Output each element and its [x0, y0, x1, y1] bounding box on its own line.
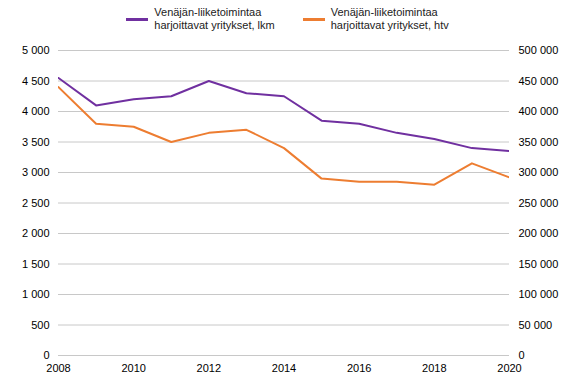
svg-text:450 000: 450 000 — [519, 75, 559, 87]
svg-text:2010: 2010 — [121, 363, 145, 375]
svg-text:0: 0 — [519, 349, 525, 361]
html-text:Venäjän-liiketoimintaa harjoit: Venäjän-liiketoimintaa harjoittavat yrit… — [154, 6, 275, 32]
svg-text:400 000: 400 000 — [519, 105, 559, 117]
svg-text:2012: 2012 — [197, 363, 221, 375]
svg-text:250 000: 250 000 — [519, 197, 559, 209]
svg-text:2016: 2016 — [347, 363, 371, 375]
svg-text:500: 500 — [31, 319, 49, 331]
svg-text:200 000: 200 000 — [519, 227, 559, 239]
svg-text:3 000: 3 000 — [22, 166, 50, 178]
svg-text:3 500: 3 500 — [22, 136, 50, 148]
svg-text:2014: 2014 — [272, 363, 296, 375]
svg-text:2018: 2018 — [422, 363, 446, 375]
svg-text:100 000: 100 000 — [519, 288, 559, 300]
svg-text:4 500: 4 500 — [22, 75, 50, 87]
svg-text:2 500: 2 500 — [22, 197, 50, 209]
svg-text:350 000: 350 000 — [519, 136, 559, 148]
svg-text:150 000: 150 000 — [519, 258, 559, 270]
svg-text:4 000: 4 000 — [22, 105, 50, 117]
svg-text:2020: 2020 — [497, 363, 521, 375]
svg-text:1 500: 1 500 — [22, 258, 50, 270]
svg-text:300 000: 300 000 — [519, 166, 559, 178]
svg-text:2 000: 2 000 — [22, 227, 50, 239]
svg-text:0: 0 — [43, 349, 49, 361]
html-text:Venäjän-liiketoimintaa harjoit: Venäjän-liiketoimintaa harjoittavat yrit… — [330, 6, 449, 32]
svg-text:500 000: 500 000 — [519, 44, 559, 56]
svg-text:2008: 2008 — [46, 363, 70, 375]
svg-text:5 000: 5 000 — [22, 44, 50, 56]
svg-text:1 000: 1 000 — [22, 288, 50, 300]
svg-text:50 000: 50 000 — [519, 319, 553, 331]
